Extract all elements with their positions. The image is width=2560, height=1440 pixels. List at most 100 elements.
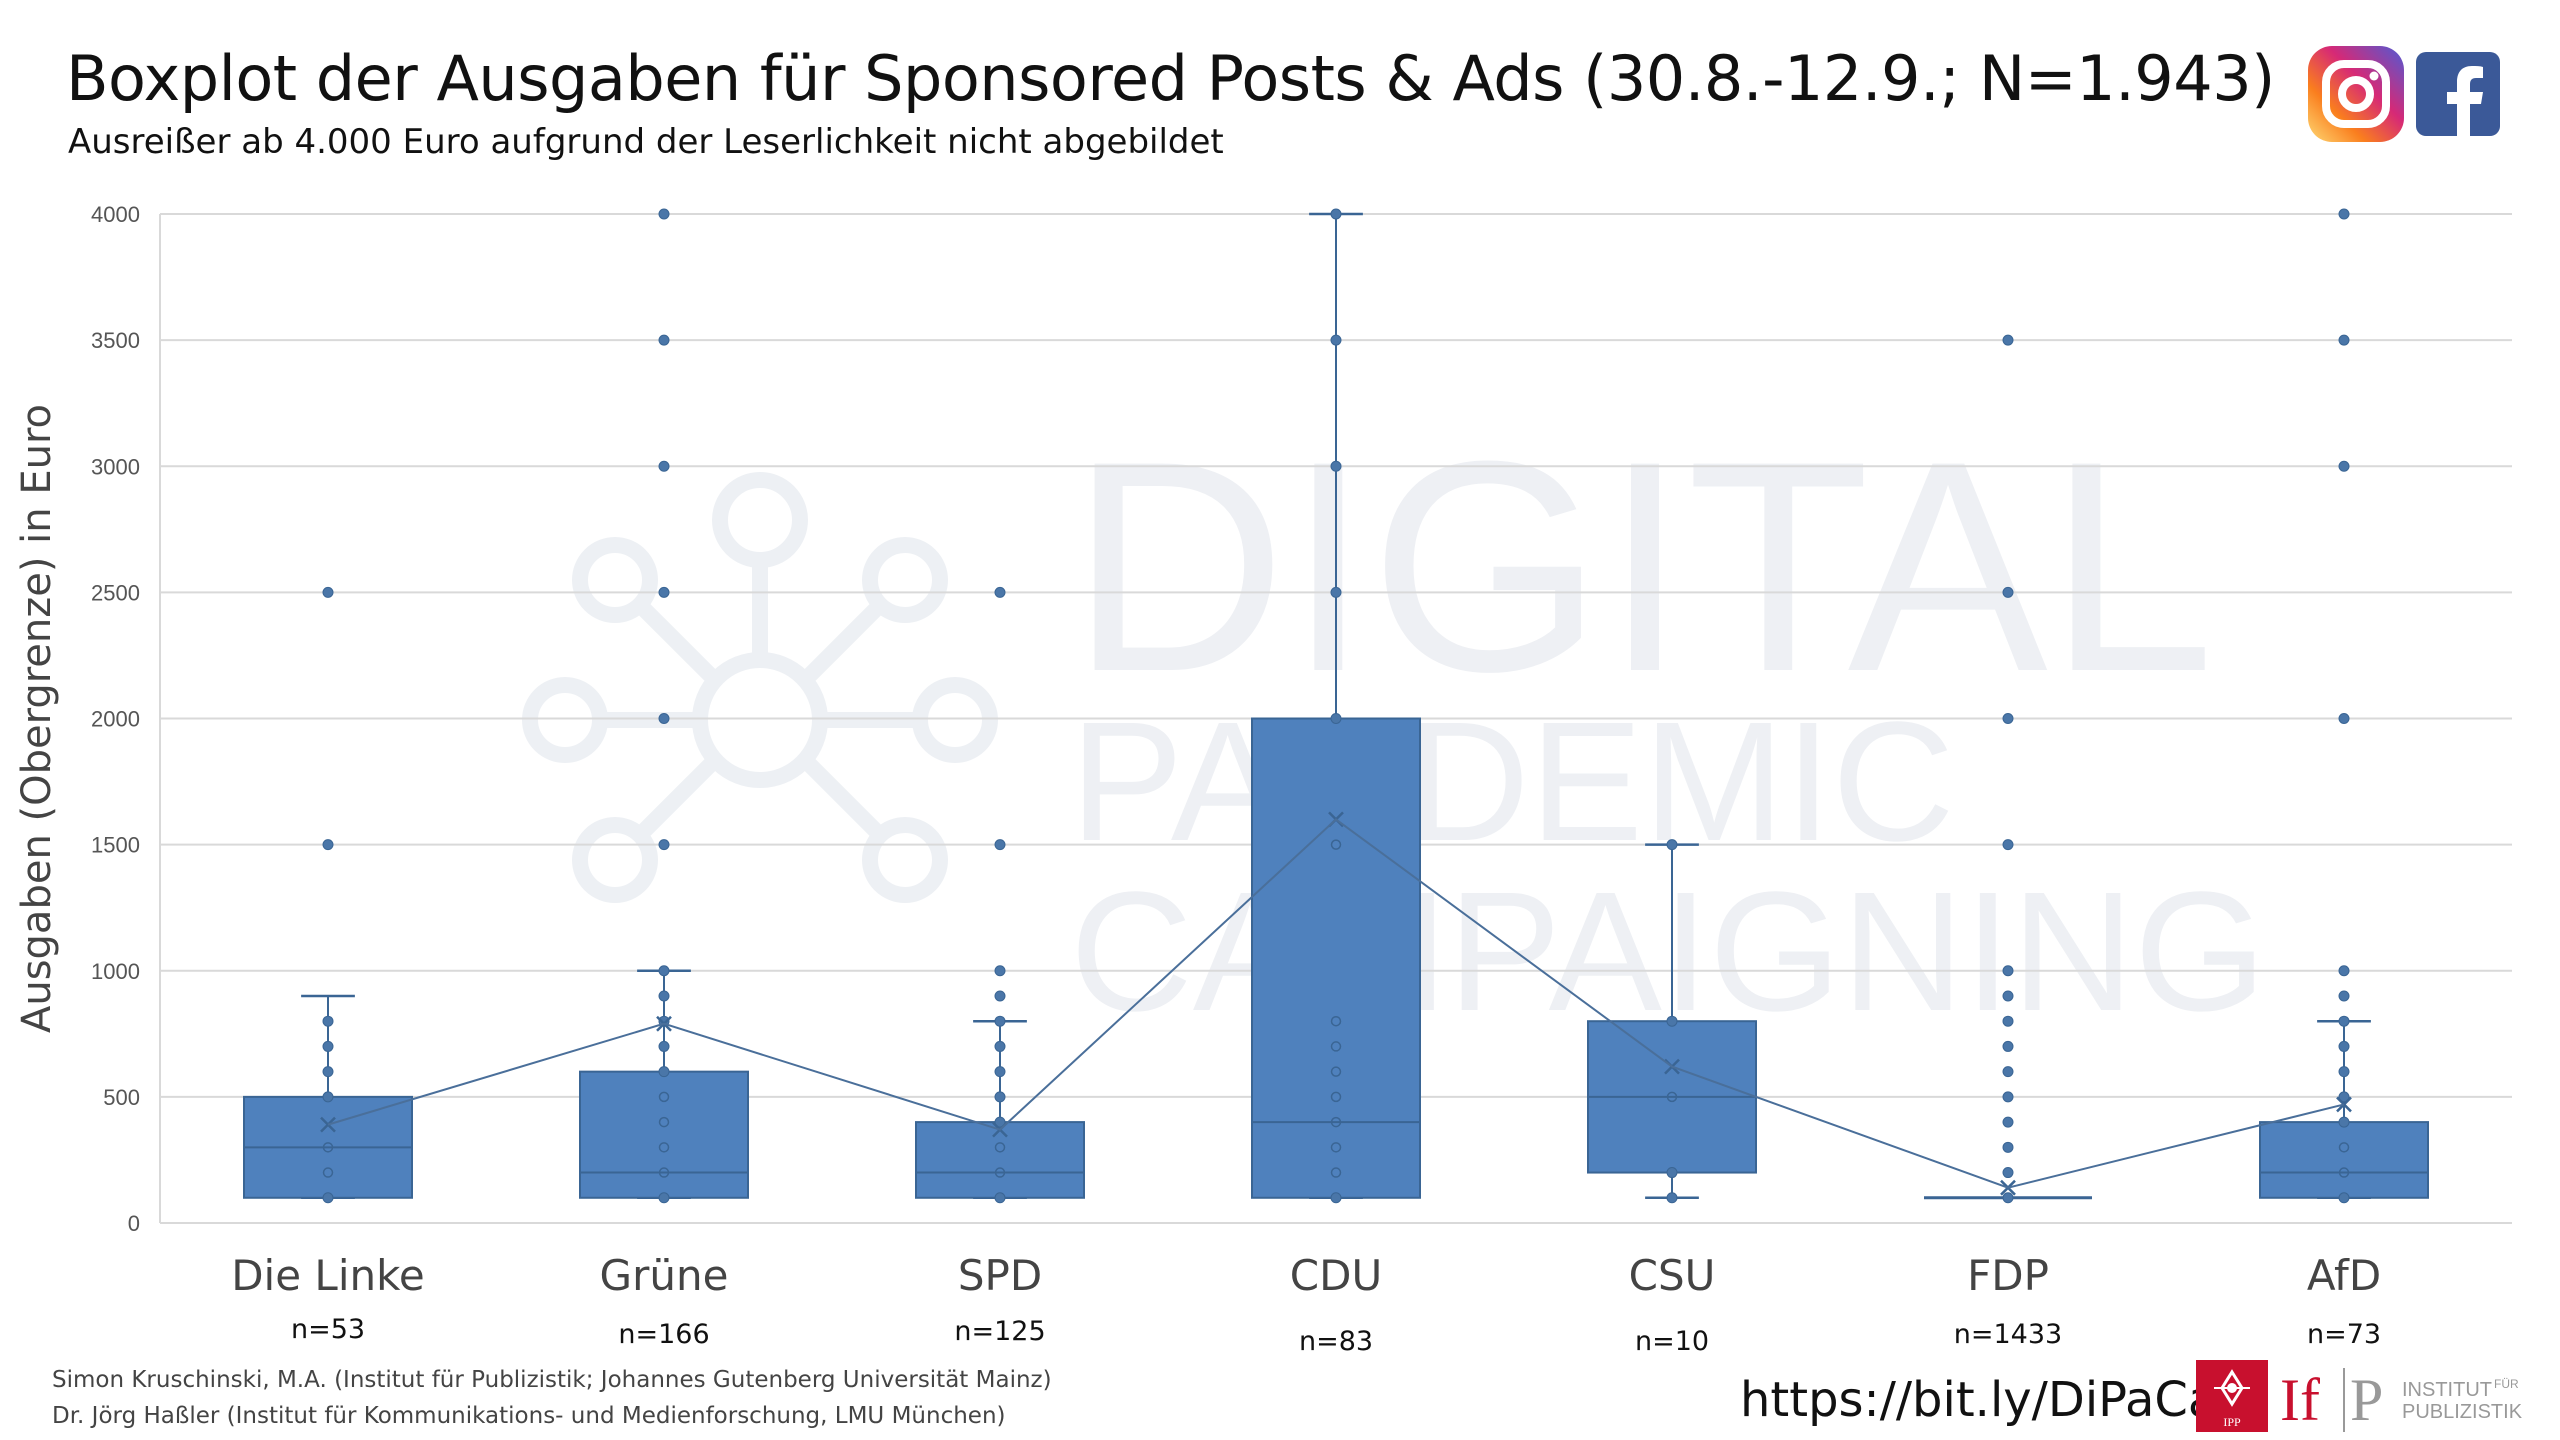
project-link[interactable]: https://bit.ly/DiPaCa — [1740, 1372, 2218, 1428]
data-point — [1330, 1116, 1342, 1128]
category-label: CSU — [1629, 1251, 1716, 1300]
count-label: n=83 — [1299, 1326, 1373, 1357]
outlier-point — [2002, 1167, 2014, 1179]
data-point — [322, 1142, 334, 1153]
outlier-point — [2002, 990, 2014, 1002]
instagram-icon[interactable] — [2308, 46, 2404, 142]
data-point — [1330, 1091, 1342, 1103]
y-tick-label: 2500 — [91, 580, 140, 605]
outlier-point — [658, 334, 670, 346]
data-point — [1330, 1041, 1342, 1052]
outlier-point — [994, 965, 1006, 977]
credit-line-2: Dr. Jörg Haßler (Institut für Kommunikat… — [52, 1403, 1006, 1429]
data-point — [1330, 208, 1342, 220]
facebook-icon[interactable] — [2416, 52, 2500, 136]
data-point — [658, 1116, 670, 1128]
category-label: AfD — [2307, 1251, 2381, 1300]
data-point — [2338, 1142, 2350, 1153]
y-tick-label: 1500 — [91, 833, 140, 858]
count-label: n=10 — [1635, 1326, 1709, 1357]
outlier-point — [322, 586, 334, 598]
page-title: Boxplot der Ausgaben für Sponsored Posts… — [66, 42, 2275, 115]
outlier-point — [658, 208, 670, 220]
y-tick-label: 3500 — [91, 328, 140, 353]
y-tick-label: 500 — [103, 1085, 140, 1110]
data-point — [2338, 1192, 2350, 1204]
y-tick-label: 1000 — [91, 959, 140, 984]
data-point — [1330, 1167, 1342, 1178]
watermark-network-icon — [522, 472, 998, 903]
outlier-point — [2338, 713, 2350, 724]
data-point — [994, 1142, 1006, 1153]
box-cdu — [1251, 208, 1421, 1204]
box-grüne — [579, 208, 749, 1204]
data-point — [1666, 1192, 1678, 1204]
data-point — [322, 1192, 334, 1204]
outlier-point — [2002, 1116, 2014, 1128]
institut-line1: INSTITUT — [2402, 1379, 2492, 1401]
category-label: Die Linke — [231, 1251, 425, 1300]
outlier-point — [994, 586, 1006, 598]
outlier-point — [658, 586, 670, 598]
outlier-point — [2002, 1015, 2014, 1027]
outlier-point — [2002, 839, 2014, 851]
outlier-point — [2338, 334, 2350, 346]
data-point — [1666, 1091, 1678, 1103]
if-label: If — [2280, 1367, 2320, 1433]
iqr-box — [2259, 1121, 2429, 1199]
count-label: n=1433 — [1954, 1319, 2062, 1350]
data-point — [994, 1192, 1006, 1204]
data-point — [658, 1142, 670, 1153]
outlier-point — [2002, 713, 2014, 724]
data-point — [1330, 334, 1342, 346]
outlier-point — [2338, 990, 2350, 1002]
institut-line2: PUBLIZISTIK — [2402, 1401, 2523, 1423]
count-label: n=166 — [618, 1319, 709, 1350]
category-label: CDU — [1290, 1251, 1382, 1300]
y-axis-label: Ausgaben (Obergrenze) in Euro — [14, 404, 60, 1033]
boxplot-chart: DIGITAL PANDEMIC CAMPAIGNING 05001000150… — [14, 202, 2512, 1357]
outlier-point — [2002, 1091, 2014, 1103]
y-axis-ticks: 0 500 1000 1500 2000 2500 3000 3500 4000 — [91, 202, 140, 1236]
ifp-logo: If P INSTITUT FÜR PUBLIZISTIK — [2280, 1367, 2523, 1433]
box-die-linke — [243, 586, 413, 1204]
data-point — [994, 1091, 1006, 1103]
outlier-point — [2002, 1141, 2014, 1153]
data-point — [658, 1040, 670, 1052]
institut-fuer: FÜR — [2494, 1377, 2519, 1391]
outlier-point — [2338, 208, 2350, 220]
data-point — [1330, 1192, 1342, 1204]
y-tick-label: 2000 — [91, 707, 140, 732]
data-point — [2338, 1091, 2350, 1103]
data-point — [1330, 839, 1342, 850]
p-label: P — [2350, 1367, 2383, 1433]
box-afd — [2259, 208, 2429, 1204]
outlier-point — [658, 839, 670, 851]
outlier-point — [658, 713, 670, 724]
iqr-box — [915, 1121, 1085, 1199]
data-point — [2338, 1116, 2350, 1128]
data-point — [994, 1040, 1006, 1052]
data-point — [658, 965, 670, 977]
watermark-line2: PANDEMIC — [1070, 687, 1955, 877]
social-icons — [2308, 46, 2500, 142]
ipp-logo: IPP — [2196, 1360, 2268, 1432]
outlier-point — [2002, 586, 2014, 598]
credits: Simon Kruschinski, M.A. (Institut für Pu… — [52, 1362, 1052, 1434]
outlier-point — [2002, 1040, 2014, 1052]
box-fdp — [1924, 334, 2092, 1204]
category-label: FDP — [1967, 1251, 2049, 1300]
category-label: SPD — [958, 1251, 1042, 1300]
outlier-point — [2338, 460, 2350, 472]
data-point — [2338, 1040, 2350, 1052]
data-point — [658, 1167, 670, 1178]
data-point — [658, 1192, 670, 1204]
data-point — [1330, 586, 1342, 598]
page-subtitle: Ausreißer ab 4.000 Euro aufgrund der Les… — [68, 122, 1224, 162]
y-tick-label: 4000 — [91, 202, 140, 227]
data-point — [322, 1015, 334, 1027]
mean-line — [327, 818, 2345, 1189]
data-point — [1666, 839, 1678, 851]
data-point — [2338, 1167, 2350, 1178]
outlier-point — [2002, 334, 2014, 346]
